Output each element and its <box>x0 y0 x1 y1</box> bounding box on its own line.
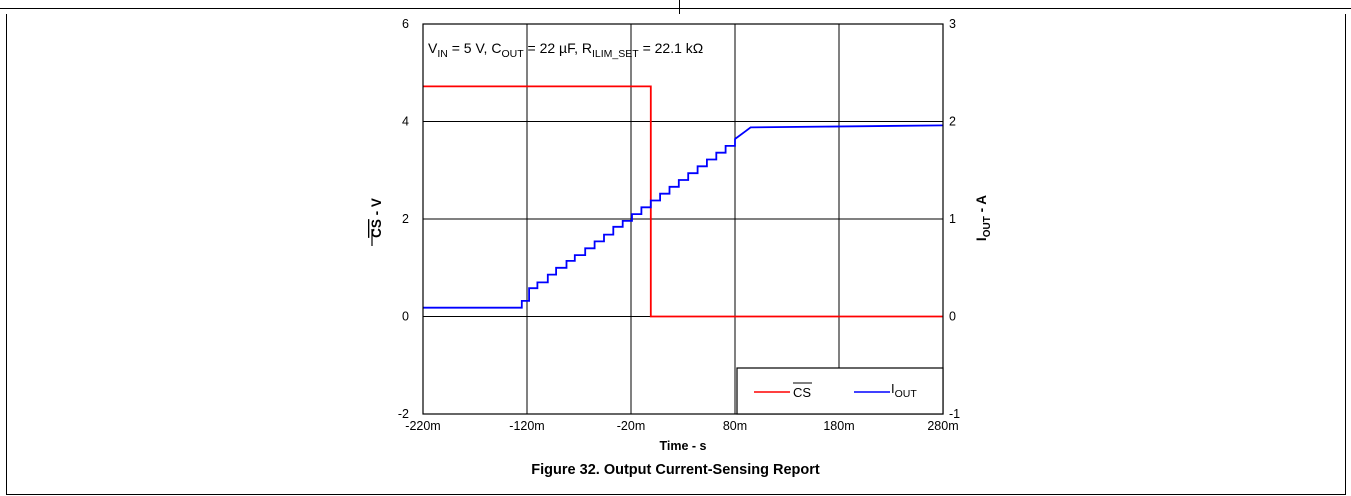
x-tick-label: 80m <box>723 419 747 433</box>
legend: CS IOUT <box>736 367 944 415</box>
conditions-annotation: VIN = 5 V, COUT = 22 µF, RILIM_SET = 22.… <box>428 40 703 60</box>
legend-label-iout: IOUT <box>891 381 917 400</box>
y-right-label-main: I <box>974 237 989 241</box>
y-right-tick-label: 0 <box>949 310 956 324</box>
legend-iout-sub: OUT <box>895 388 918 400</box>
y-left-axis-label: CS - V <box>369 198 384 238</box>
y-right-tick-label: 1 <box>949 212 956 226</box>
grid-lines <box>423 24 943 414</box>
y-right-axis-label: IOUT - A <box>974 195 993 241</box>
y-left-tick-label: -2 <box>398 407 409 421</box>
top-table-rule <box>0 0 1351 14</box>
y-right-tick-label: 2 <box>949 115 956 129</box>
figure-frame <box>6 14 1346 495</box>
series-layer <box>423 85 944 318</box>
legend-box <box>736 367 944 415</box>
legend-label-cs: CS <box>793 385 811 400</box>
ann-cout-sub: OUT <box>501 48 524 60</box>
ann-vin-val: = 5 V, <box>448 40 491 56</box>
ann-cout: C <box>491 40 501 56</box>
ann-vin-sub: IN <box>437 48 448 60</box>
ann-rilim-val: = 22.1 kΩ <box>639 40 704 56</box>
figure-caption: Figure 32. Output Current-Sensing Report <box>531 462 820 478</box>
y-right-tick-label: -1 <box>949 407 960 421</box>
ann-vin: V <box>428 40 438 56</box>
y-left-tick-label: 0 <box>402 310 409 324</box>
y-left-tick-label: 2 <box>402 212 409 226</box>
ann-cout-val: = 22 µF, <box>524 40 582 56</box>
tick-labels: -220m -120m -20m 80m 180m 280m -2 0 2 4 6 -1 0 1 2 3 <box>398 17 960 433</box>
x-axis-label: Time - s <box>659 439 706 453</box>
series-line-iout <box>423 124 944 309</box>
y-right-tick-label: 3 <box>949 17 956 31</box>
x-tick-label: 180m <box>823 419 854 433</box>
x-tick-label: -20m <box>617 419 645 433</box>
y-left-label-rest: - V <box>369 198 384 219</box>
y-left-tick-label: 6 <box>402 17 409 31</box>
series-line-cs <box>423 85 943 318</box>
x-tick-label: -120m <box>509 419 544 433</box>
y-right-label-rest: - A <box>974 195 989 216</box>
x-tick-label: -220m <box>405 419 440 433</box>
ann-rilim-sub: ILIM_SET <box>592 48 639 60</box>
y-left-tick-label: 4 <box>402 115 409 129</box>
ann-rilim: R <box>582 40 592 56</box>
y-left-label-main: CS <box>369 219 384 238</box>
x-tick-label: 280m <box>927 419 958 433</box>
y-right-label-sub: OUT <box>982 216 993 237</box>
plot-area-border <box>422 23 944 415</box>
top-rule-svg <box>0 0 1351 14</box>
legend-iout-main: I <box>891 381 895 396</box>
